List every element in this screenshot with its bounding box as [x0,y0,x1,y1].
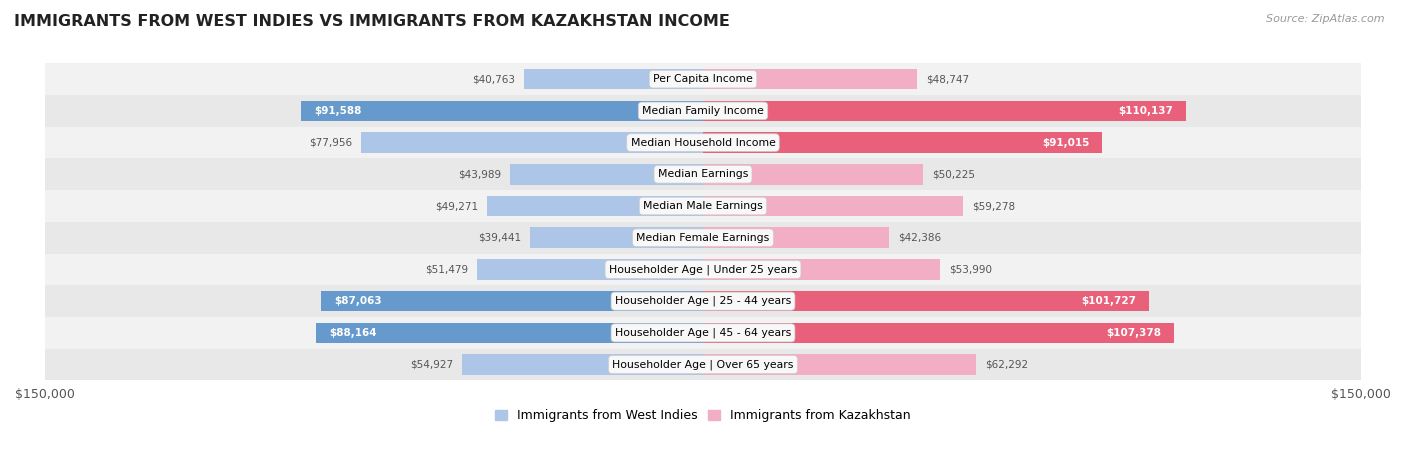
Text: Householder Age | 45 - 64 years: Householder Age | 45 - 64 years [614,328,792,338]
Bar [703,69,917,90]
Text: $39,441: $39,441 [478,233,522,243]
Bar [45,317,1361,349]
Bar [45,127,1361,158]
Text: $62,292: $62,292 [986,360,1028,369]
Text: $40,763: $40,763 [472,74,516,84]
Text: Source: ZipAtlas.com: Source: ZipAtlas.com [1267,14,1385,24]
Bar [524,69,703,90]
Bar [45,95,1361,127]
Text: $91,588: $91,588 [315,106,361,116]
Legend: Immigrants from West Indies, Immigrants from Kazakhstan: Immigrants from West Indies, Immigrants … [489,404,917,427]
Bar [703,100,1187,121]
Bar [45,349,1361,381]
Bar [45,158,1361,190]
Text: $91,015: $91,015 [1042,138,1090,148]
Text: Median Household Income: Median Household Income [630,138,776,148]
Bar [703,354,976,375]
Text: IMMIGRANTS FROM WEST INDIES VS IMMIGRANTS FROM KAZAKHSTAN INCOME: IMMIGRANTS FROM WEST INDIES VS IMMIGRANT… [14,14,730,29]
Text: $107,378: $107,378 [1107,328,1161,338]
Text: Median Male Earnings: Median Male Earnings [643,201,763,211]
Bar [45,254,1361,285]
Text: Median Earnings: Median Earnings [658,170,748,179]
Text: $49,271: $49,271 [434,201,478,211]
Bar [45,190,1361,222]
Text: Householder Age | Under 25 years: Householder Age | Under 25 years [609,264,797,275]
Text: $101,727: $101,727 [1081,296,1136,306]
Text: $50,225: $50,225 [932,170,976,179]
Text: $48,747: $48,747 [925,74,969,84]
Text: $87,063: $87,063 [335,296,382,306]
Bar [703,196,963,216]
Bar [703,164,924,184]
Bar [45,285,1361,317]
Text: Median Family Income: Median Family Income [643,106,763,116]
Bar [45,222,1361,254]
Text: Median Female Earnings: Median Female Earnings [637,233,769,243]
Bar [530,227,703,248]
Bar [321,291,703,311]
Text: $43,989: $43,989 [458,170,502,179]
Text: $51,479: $51,479 [425,264,468,275]
Text: $59,278: $59,278 [972,201,1015,211]
Bar [361,132,703,153]
Bar [477,259,703,280]
Text: $54,927: $54,927 [411,360,453,369]
Bar [703,323,1174,343]
Bar [703,227,889,248]
Bar [703,259,939,280]
Text: Householder Age | Over 65 years: Householder Age | Over 65 years [612,359,794,370]
Bar [510,164,703,184]
Text: Per Capita Income: Per Capita Income [652,74,754,84]
Text: $110,137: $110,137 [1118,106,1173,116]
Bar [486,196,703,216]
Text: Householder Age | 25 - 44 years: Householder Age | 25 - 44 years [614,296,792,306]
Bar [301,100,703,121]
Text: $88,164: $88,164 [329,328,377,338]
Bar [316,323,703,343]
Text: $77,956: $77,956 [309,138,353,148]
Bar [703,132,1102,153]
Text: $42,386: $42,386 [897,233,941,243]
Bar [45,64,1361,95]
Bar [463,354,703,375]
Text: $53,990: $53,990 [949,264,991,275]
Bar [703,291,1149,311]
